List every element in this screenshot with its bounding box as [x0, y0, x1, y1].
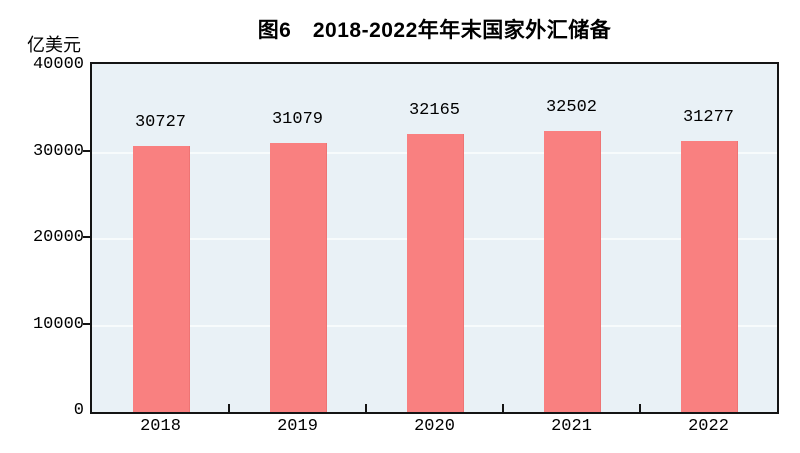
- x-tick-label-2020: 2020: [414, 417, 455, 436]
- bar-2022: [680, 141, 738, 412]
- plot-area: 30727 31079 32165 32502 31277: [90, 62, 779, 414]
- y-axis-tick: [83, 149, 90, 152]
- bar-value-label: 30727: [134, 113, 186, 133]
- x-tick-label-2022: 2022: [688, 417, 729, 436]
- y-axis-tick: [83, 236, 90, 238]
- y-tick-label: 40000: [32, 55, 84, 74]
- bar-2018: [132, 146, 190, 412]
- bar-value-label: 31277: [682, 108, 734, 128]
- x-tick-label-2018: 2018: [140, 417, 181, 436]
- bar-value-label: 31079: [271, 110, 323, 130]
- x-tick-label-2021: 2021: [551, 417, 592, 436]
- bar-value-label: 32502: [545, 97, 597, 117]
- bar-2020: [406, 133, 464, 412]
- chart-title: 图6 2018-2022年年末国家外汇储备: [257, 19, 612, 42]
- y-tick-label: 30000: [32, 141, 84, 161]
- x-axis-tick: [639, 404, 641, 412]
- y-axis-unit-label: 亿美元: [27, 35, 81, 55]
- x-axis-tick: [365, 404, 367, 412]
- bar-2019: [269, 143, 327, 412]
- x-axis-tick: [228, 404, 230, 412]
- y-tick-label: 10000: [32, 314, 84, 334]
- x-axis-tick: [502, 404, 504, 412]
- y-tick-label: 20000: [32, 228, 84, 247]
- y-axis-tick: [83, 322, 90, 325]
- bar-value-label: 32165: [408, 100, 460, 120]
- bar-2021: [543, 130, 601, 412]
- y-tick-label: 0: [73, 401, 84, 420]
- x-tick-label-2019: 2019: [277, 417, 318, 436]
